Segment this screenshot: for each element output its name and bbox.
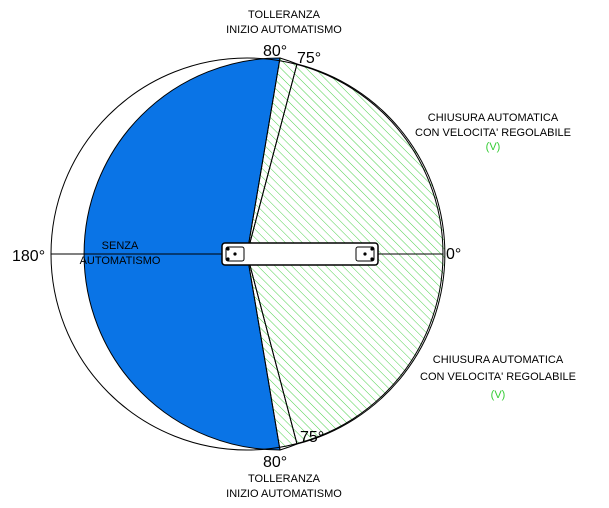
auto-close-top-v: (V) xyxy=(486,141,501,153)
tolerance-bottom-label-line1: TOLLERANZA xyxy=(248,473,321,485)
tolerance-bottom-label-line2: INIZIO AUTOMATISMO xyxy=(226,488,342,500)
auto-close-top-line1: CHIUSURA AUTOMATICA xyxy=(428,112,559,124)
auto-close-bottom-v: (V) xyxy=(491,389,506,401)
angle-top-80: 80° xyxy=(263,43,287,60)
no-automatism-label-line2: AUTOMATISMO xyxy=(80,255,161,267)
auto-close-bottom-line1: CHIUSURA AUTOMATICA xyxy=(433,354,564,366)
auto-close-bottom-line2: CON VELOCITA' REGOLABILE xyxy=(420,371,576,383)
tolerance-top-label-line1: TOLLERANZA xyxy=(248,9,321,21)
tolerance-top-label-line2: INIZIO AUTOMATISMO xyxy=(226,24,342,36)
angle-left-180: 180° xyxy=(12,248,45,265)
angle-bottom-80: 80° xyxy=(263,454,287,471)
angle-bottom-75: 75° xyxy=(300,429,324,446)
angle-right-0: 0° xyxy=(446,246,461,263)
auto-close-top-line2: CON VELOCITA' REGOLABILE xyxy=(415,127,571,139)
angle-top-75: 75° xyxy=(297,50,321,67)
closer-body xyxy=(221,242,379,266)
no-automatism-label-line1: SENZA xyxy=(102,240,139,252)
